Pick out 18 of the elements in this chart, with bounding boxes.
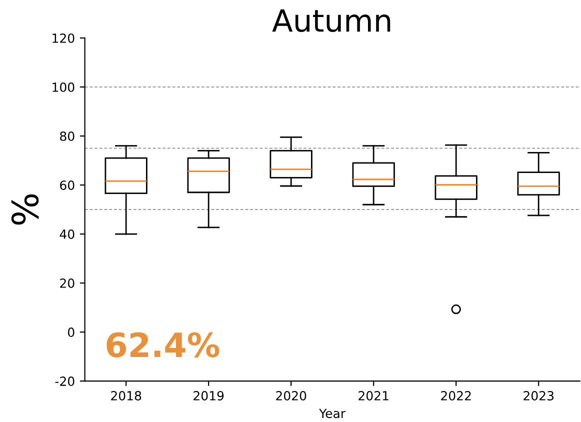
x-tick-label: 2023 (524, 391, 554, 400)
x-tick-label: 2020 (276, 391, 306, 400)
y-tick-label: 20 (60, 278, 74, 288)
y-tick-label: 40 (60, 230, 74, 239)
x-tick-label: 2018 (111, 391, 142, 400)
y-tick-label: 120 (52, 33, 74, 43)
y-tick-label: 60 (60, 180, 74, 190)
x-tick-label: 2022 (441, 391, 471, 400)
x-tick-label: 2021 (358, 391, 388, 400)
x-tick-label: 2019 (194, 391, 224, 400)
y-tick-label: -20 (55, 376, 74, 386)
y-tick-label: 0 (68, 328, 74, 337)
chart-title: Autumn (272, 9, 390, 32)
y-tick-label: 80 (60, 131, 74, 141)
y-tick-label: 100 (52, 82, 74, 92)
x-axis-title: Year (319, 408, 346, 418)
y-axis-title: % (11, 194, 39, 225)
annotation: 62.4% (106, 332, 220, 358)
